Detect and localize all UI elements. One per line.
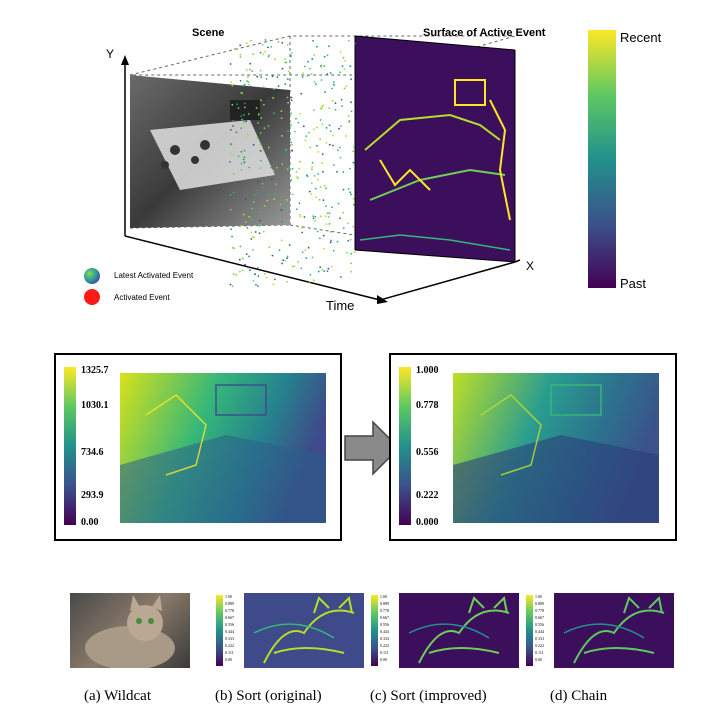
mini-tick-label: 0.444 [535,629,544,634]
wildcat-photo [70,593,190,668]
mini-colorbar [526,595,533,666]
raw-tick: 1325.7 [81,365,109,376]
normalized-tick: 0.000 [416,517,439,528]
mini-tick-label: 0.222 [535,643,544,648]
mini-tick-label: 0.889 [380,601,389,606]
mini-tick-label: 0.111 [380,650,389,655]
normalized-panel: 1.000 0.778 0.556 0.222 0.000 [389,353,677,541]
recency-colorbar [588,30,616,288]
event-surface-diagram: Scene Surface of Active Event Y X Time L… [0,0,723,330]
sort-improved-map: 1.00 0.889 0.778 0.667 0.556 0.444 0.333 0.222 0… [367,593,519,668]
mini-tick-label: 0.333 [225,636,234,641]
normalized-tick: 1.000 [416,365,439,376]
caption-sort-original: (b) Sort (original) [215,688,322,704]
normalized-tick: 0.222 [416,490,439,501]
mini-tick-label: 0.778 [225,608,234,613]
caption-sort-improved: (c) Sort (improved) [370,688,487,704]
mini-tick-label: 0.667 [535,615,544,620]
mini-tick-label: 0.556 [380,622,389,627]
surface-label: Surface of Active Event [423,27,546,39]
right-arrow-icon [344,420,401,476]
mini-tick-label: 0.889 [225,601,234,606]
mini-tick-label: 0.889 [535,601,544,606]
mini-tick-label: 0.556 [225,622,234,627]
mini-colorbar [371,595,378,666]
mini-tick-label: 0.444 [380,629,389,634]
normalized-tick: 0.556 [416,447,439,458]
mini-tick-label: 0.222 [380,643,389,648]
mini-tick-label: 0.667 [380,615,389,620]
surface-image [355,36,515,262]
colorbar-past-label: Past [620,276,647,291]
mini-tick-label: 0.333 [380,636,389,641]
colorbar-recent-label: Recent [620,30,662,45]
mini-tick-label: 0.667 [225,615,234,620]
mini-tick-label: 0.444 [225,629,234,634]
y-axis-label: Y [106,47,115,61]
raw-tick: 0.00 [81,517,99,528]
raw-timestamp-panel: 1325.7 1030.1 734.6 293.9 0.00 [54,353,342,541]
latest-event-dot [84,268,100,284]
raw-tick: 1030.1 [81,400,109,411]
mini-tick-label: 1.00 [380,594,387,599]
mini-tick-label: 0.778 [380,608,389,613]
mini-tick-label: 0.00 [380,657,387,662]
raw-tick: 734.6 [81,447,104,458]
mini-tick-label: 0.00 [225,657,232,662]
mini-tick-label: 0.333 [535,636,544,641]
sort-original-map: 1.00 0.889 0.778 0.667 0.556 0.444 0.333 0.222 0… [212,593,364,668]
x-axis-label: X [526,259,535,273]
legend-activated-label: Activated Event [114,293,170,302]
mini-tick-label: 0.111 [225,650,234,655]
caption-wildcat: (a) Wildcat [84,688,152,704]
mini-tick-label: 0.00 [535,657,542,662]
mini-tick-label: 0.778 [535,608,544,613]
mini-tick-label: 0.111 [535,650,544,655]
diagram-svg [84,30,616,305]
caption-chain: (d) Chain [550,688,608,704]
raw-colorbar [64,367,76,525]
mini-tick-label: 0.222 [225,643,234,648]
mini-colorbar [216,595,223,666]
activated-event-dot [84,289,100,305]
raw-tick: 293.9 [81,490,104,501]
event-dots [229,39,356,288]
scene-label: Scene [192,27,225,39]
time-axis-label: Time [326,298,355,313]
mini-tick-label: 1.00 [535,594,542,599]
legend-latest-label: Latest Activated Event [114,271,194,280]
normalized-tick: 0.778 [416,400,439,411]
chain-map: 1.00 0.889 0.778 0.667 0.556 0.444 0.333 0.222 0… [522,593,674,668]
normalized-colorbar [399,367,411,525]
mini-tick-label: 1.00 [225,594,232,599]
mini-tick-label: 0.556 [535,622,544,627]
